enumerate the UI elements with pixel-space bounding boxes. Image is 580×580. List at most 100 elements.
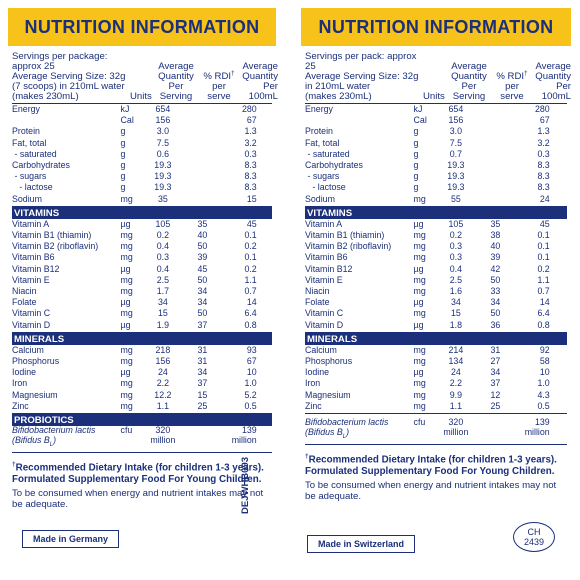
panel-body: Servings per package: approx 25 Average … xyxy=(8,46,278,510)
rdi-cell: 38 xyxy=(490,230,501,242)
rdi-cell: 12 xyxy=(490,389,501,401)
vitamins-group: Vitamin A µg 105 35 45 Vitamin B1 (thiamin) mg… xyxy=(305,219,567,333)
probiotic-name-line: Bifidobacterium lactis xyxy=(12,425,96,437)
nutrient-name: Zinc xyxy=(305,400,322,412)
per-serving-cell: 0.4 xyxy=(156,263,170,275)
header-line: Average xyxy=(451,61,487,72)
nutrient-name: Magnesium xyxy=(12,389,58,401)
rdi-cell: 39 xyxy=(490,252,501,264)
per-serving-cell: 214 xyxy=(448,344,464,356)
nutrient-name: Vitamin B1 (thiamin) xyxy=(305,230,385,242)
nutrient-name: Vitamin B2 (riboflavin) xyxy=(12,241,99,253)
unit-cell: g xyxy=(413,148,419,160)
table-row: Zinc mg 1.1 25 0.5 xyxy=(12,401,272,412)
per-serving-cell: 1.7 xyxy=(156,286,170,298)
cell-line: 320 xyxy=(448,417,464,429)
table-row: Fat, total g 7.5 3.2 xyxy=(305,138,567,149)
unit-cell: mg xyxy=(413,241,426,253)
per-serving-cell: 156 xyxy=(448,115,464,127)
per-serving-cell: 0.2 xyxy=(449,230,463,242)
rdi-cell: 25 xyxy=(490,400,501,412)
rdi-cell: 15 xyxy=(197,389,208,401)
rdi-cell: 50 xyxy=(490,274,501,286)
rdi-cell: 25 xyxy=(197,400,208,412)
nutrient-name: Vitamin B12 xyxy=(12,263,60,275)
header-line: Average xyxy=(158,61,194,72)
per-serving-cell: 105 xyxy=(448,218,464,230)
table-row: Zinc mg 1.1 25 0.5 xyxy=(305,401,567,412)
rdi-header: % RDI† per serve xyxy=(200,69,238,102)
nutrient-name: Vitamin C xyxy=(12,308,51,320)
per-100-cell: 1.3 xyxy=(537,126,550,138)
nutrient-name: Sodium xyxy=(12,193,42,205)
per-serving-cell: 19.3 xyxy=(154,171,172,183)
made-in-badge: Made in Germany xyxy=(22,530,120,548)
per-serving-cell: 34 xyxy=(450,297,461,309)
panel-body: Servings per pack: approx 25 Average Ser… xyxy=(301,46,571,502)
per-serving-cell: 654 xyxy=(448,104,464,115)
unit-cell: g xyxy=(120,137,126,149)
unit-cell: mg xyxy=(120,389,133,401)
rdi-header: % RDI† per serve xyxy=(493,69,531,102)
serving-info: Servings per pack: approx 25 Average Ser… xyxy=(305,52,423,102)
unit-cell: Cal xyxy=(120,115,134,127)
nutrient-name: Iron xyxy=(305,378,321,390)
table-header: Servings per package: approx 25 Average … xyxy=(12,51,278,104)
unit-cell: kJ xyxy=(120,104,130,115)
nutrient-name: Vitamin D xyxy=(12,319,51,331)
probiotics-group: Bifidobacterium lactis (Bifidus BL) cfu … xyxy=(12,425,272,453)
nutrient-name: Zinc xyxy=(12,400,29,412)
nutrient-name: Vitamin B2 (riboflavin) xyxy=(305,241,392,253)
per-100-cell: 8.3 xyxy=(244,182,257,194)
table-row: Vitamin B12 µg 0.4 42 0.2 xyxy=(305,264,567,275)
footnote-formulated: Formulated Supplementary Food For Young … xyxy=(305,466,555,478)
per-serving-cell: 0.4 xyxy=(156,241,170,253)
per-100-cell: 0.5 xyxy=(244,400,257,412)
vitamins-group: Vitamin A µg 105 35 45 Vitamin B1 (thiamin) mg… xyxy=(12,219,272,333)
unit-cell: mg xyxy=(413,252,426,264)
table-row: Vitamin D µg 1.8 36 0.8 xyxy=(305,320,567,331)
serving-line: Servings per package: approx 25 xyxy=(12,51,108,72)
per-100-cell: 280 xyxy=(241,104,257,115)
nutrient-name: Vitamin E xyxy=(12,274,50,286)
per-serving-cell: 19.3 xyxy=(447,182,465,194)
table-row: - lactose g 19.3 8.3 xyxy=(12,182,272,193)
per-100-cell: 4.3 xyxy=(537,389,550,401)
table-row: Carbohydrates g 19.3 8.3 xyxy=(12,160,272,171)
per-100-cell: 0.8 xyxy=(244,319,257,331)
nutrient-name: - lactose xyxy=(305,182,346,194)
serving-line: (makes 230mL) xyxy=(305,91,372,102)
header-line: Quantity xyxy=(158,71,194,82)
unit-cell: mg xyxy=(120,378,133,390)
minerals-group: Calcium mg 214 31 92 Phosphorus mg 134 27 58 Iodin… xyxy=(305,344,567,415)
per-100-cell: 0.7 xyxy=(537,286,550,298)
nutrient-name: Fat, total xyxy=(305,137,340,149)
nutrient-name: Protein xyxy=(12,126,40,138)
vitamins-section-label: VITAMINS xyxy=(12,206,272,219)
unit-cell: mg xyxy=(413,378,426,390)
unit-cell: µg xyxy=(120,367,131,379)
per-serving-cell: 1.6 xyxy=(449,286,463,298)
rdi-cell: 31 xyxy=(197,356,208,368)
table-row: Magnesium mg 9.9 12 4.3 xyxy=(305,390,567,401)
unit-cell: g xyxy=(120,182,126,194)
rdi-cell: 31 xyxy=(490,344,501,356)
unit-cell: g xyxy=(120,171,126,183)
per-100-cell: 0.1 xyxy=(244,230,257,242)
per-serving-cell: 0.3 xyxy=(449,241,463,253)
per-serving-cell: 3.0 xyxy=(156,126,170,138)
per-serving-cell: 2.5 xyxy=(449,274,463,286)
per-100-cell: 0.5 xyxy=(537,400,550,412)
per-100-cell: 45 xyxy=(539,218,550,230)
per-serving-cell: 24 xyxy=(157,367,168,379)
per-serving-cell: 3.0 xyxy=(449,126,463,138)
per-serving-cell: 2.2 xyxy=(156,378,170,390)
nutrient-name: Vitamin A xyxy=(305,218,343,230)
header-line: per serve xyxy=(500,81,524,102)
unit-cell: mg xyxy=(413,344,426,356)
rdi-cell: 50 xyxy=(197,274,208,286)
nutrient-name: Vitamin B6 xyxy=(12,252,55,264)
per-100-cell: 8.3 xyxy=(537,160,550,172)
country-code: CH xyxy=(527,527,541,537)
rdi-cell: 34 xyxy=(197,297,208,309)
